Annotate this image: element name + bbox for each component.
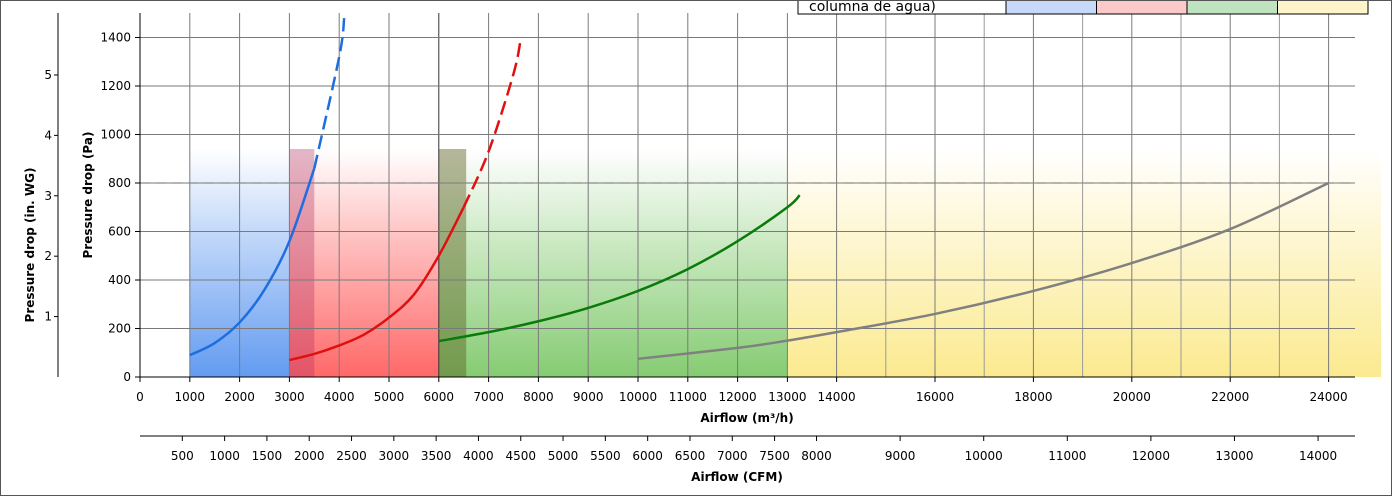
y-tick-label-1: 200 xyxy=(108,322,131,336)
x-tick-label-2: 2000 xyxy=(224,390,255,404)
legend-swatch-0 xyxy=(1005,0,1097,15)
y-tick-label-2: 400 xyxy=(108,273,131,287)
y2-tick-label-4: 5 xyxy=(44,68,52,82)
y2-tick-label-2: 3 xyxy=(44,189,52,203)
y-tick-label-7: 1400 xyxy=(100,31,131,45)
zone-3 xyxy=(787,149,1381,377)
x-tick-label-18: 22000 xyxy=(1211,390,1249,404)
zone-overlap-blue-red xyxy=(289,149,315,377)
x2-tick-label-21: 14000 xyxy=(1299,449,1337,463)
x-tick-label-13: 13000 xyxy=(768,390,806,404)
y-tick-label-3: 600 xyxy=(108,225,131,239)
zones-layer xyxy=(189,149,1381,377)
x2-tick-label-2: 1500 xyxy=(252,449,283,463)
x2-tick-label-19: 12000 xyxy=(1132,449,1170,463)
x-tick-label-14: 14000 xyxy=(818,390,856,404)
x2-tick-label-14: 7500 xyxy=(759,449,790,463)
x2-tick-label-20: 13000 xyxy=(1215,449,1253,463)
x-tick-label-11: 11000 xyxy=(669,390,707,404)
y-tick-label-5: 1000 xyxy=(100,128,131,142)
legend-swatch-3 xyxy=(1277,0,1369,15)
curve-1-dashed xyxy=(462,37,523,208)
x-tick-label-6: 6000 xyxy=(424,390,455,404)
x2-tick-label-18: 11000 xyxy=(1048,449,1086,463)
x2-tick-label-6: 3500 xyxy=(421,449,452,463)
y-tick-label-6: 1200 xyxy=(100,79,131,93)
x-tick-label-0: 0 xyxy=(136,390,144,404)
x-tick-label-16: 18000 xyxy=(1014,390,1052,404)
x2-tick-label-0: 500 xyxy=(171,449,194,463)
x2-tick-label-4: 2500 xyxy=(336,449,367,463)
x2-axis-label: Airflow (CFM) xyxy=(691,470,783,484)
x2-tick-label-13: 7000 xyxy=(717,449,748,463)
x-tick-label-7: 7000 xyxy=(473,390,504,404)
zone-2 xyxy=(438,149,788,377)
x-tick-label-9: 9000 xyxy=(573,390,604,404)
x-tick-label-5: 5000 xyxy=(374,390,405,404)
x-tick-label-3: 3000 xyxy=(274,390,305,404)
x2-tick-label-9: 5000 xyxy=(548,449,579,463)
x-tick-label-15: 16000 xyxy=(916,390,954,404)
legend-swatch-1 xyxy=(1096,0,1188,15)
x-tick-label-10: 10000 xyxy=(619,390,657,404)
y-tick-label-4: 800 xyxy=(108,176,131,190)
x-axis-label: Airflow (m³/h) xyxy=(700,411,793,425)
x2-tick-label-17: 10000 xyxy=(965,449,1003,463)
y2-tick-label-1: 2 xyxy=(44,249,52,263)
x-tick-label-19: 24000 xyxy=(1310,390,1348,404)
x2-tick-label-11: 6000 xyxy=(632,449,663,463)
x2-tick-label-1: 1000 xyxy=(209,449,240,463)
x-tick-label-17: 20000 xyxy=(1113,390,1151,404)
x-tick-label-12: 12000 xyxy=(719,390,757,404)
legend-box: columna de agua) xyxy=(797,0,1369,15)
x2-tick-label-7: 4000 xyxy=(463,449,494,463)
legend-swatch-2 xyxy=(1186,0,1278,15)
x2-tick-label-10: 5500 xyxy=(590,449,621,463)
curve-1-solid xyxy=(289,206,465,362)
x2-tick-label-12: 6500 xyxy=(675,449,706,463)
x-tick-label-4: 4000 xyxy=(324,390,355,404)
y-axis-label: Pressure drop (Pa) xyxy=(81,132,95,259)
legend-label: columna de agua) xyxy=(809,1,936,15)
x-tick-label-1: 1000 xyxy=(175,390,206,404)
x2-tick-label-16: 9000 xyxy=(885,449,916,463)
x2-tick-label-3: 2000 xyxy=(294,449,325,463)
curve-0-solid xyxy=(189,168,316,357)
x2-tick-label-8: 4500 xyxy=(505,449,536,463)
x-tick-label-8: 8000 xyxy=(523,390,554,404)
y2-tick-label-0: 1 xyxy=(44,310,52,324)
y-tick-label-0: 0 xyxy=(123,370,131,384)
curve-0-dashed xyxy=(313,17,346,169)
y2-tick-label-3: 4 xyxy=(44,128,52,142)
curve-3 xyxy=(637,181,1330,361)
x2-tick-label-5: 3000 xyxy=(379,449,410,463)
curve-2 xyxy=(438,194,801,343)
x2-tick-label-15: 8000 xyxy=(801,449,832,463)
y2-axis-label: Pressure drop (in. WG) xyxy=(23,168,37,323)
curves-layer xyxy=(189,17,1330,362)
axes-layer: 0 200 400 600 800 1000 1200 1400 1 2 3 4 5 0 1000 2000 3… xyxy=(44,13,1355,463)
zone-1 xyxy=(289,149,439,377)
